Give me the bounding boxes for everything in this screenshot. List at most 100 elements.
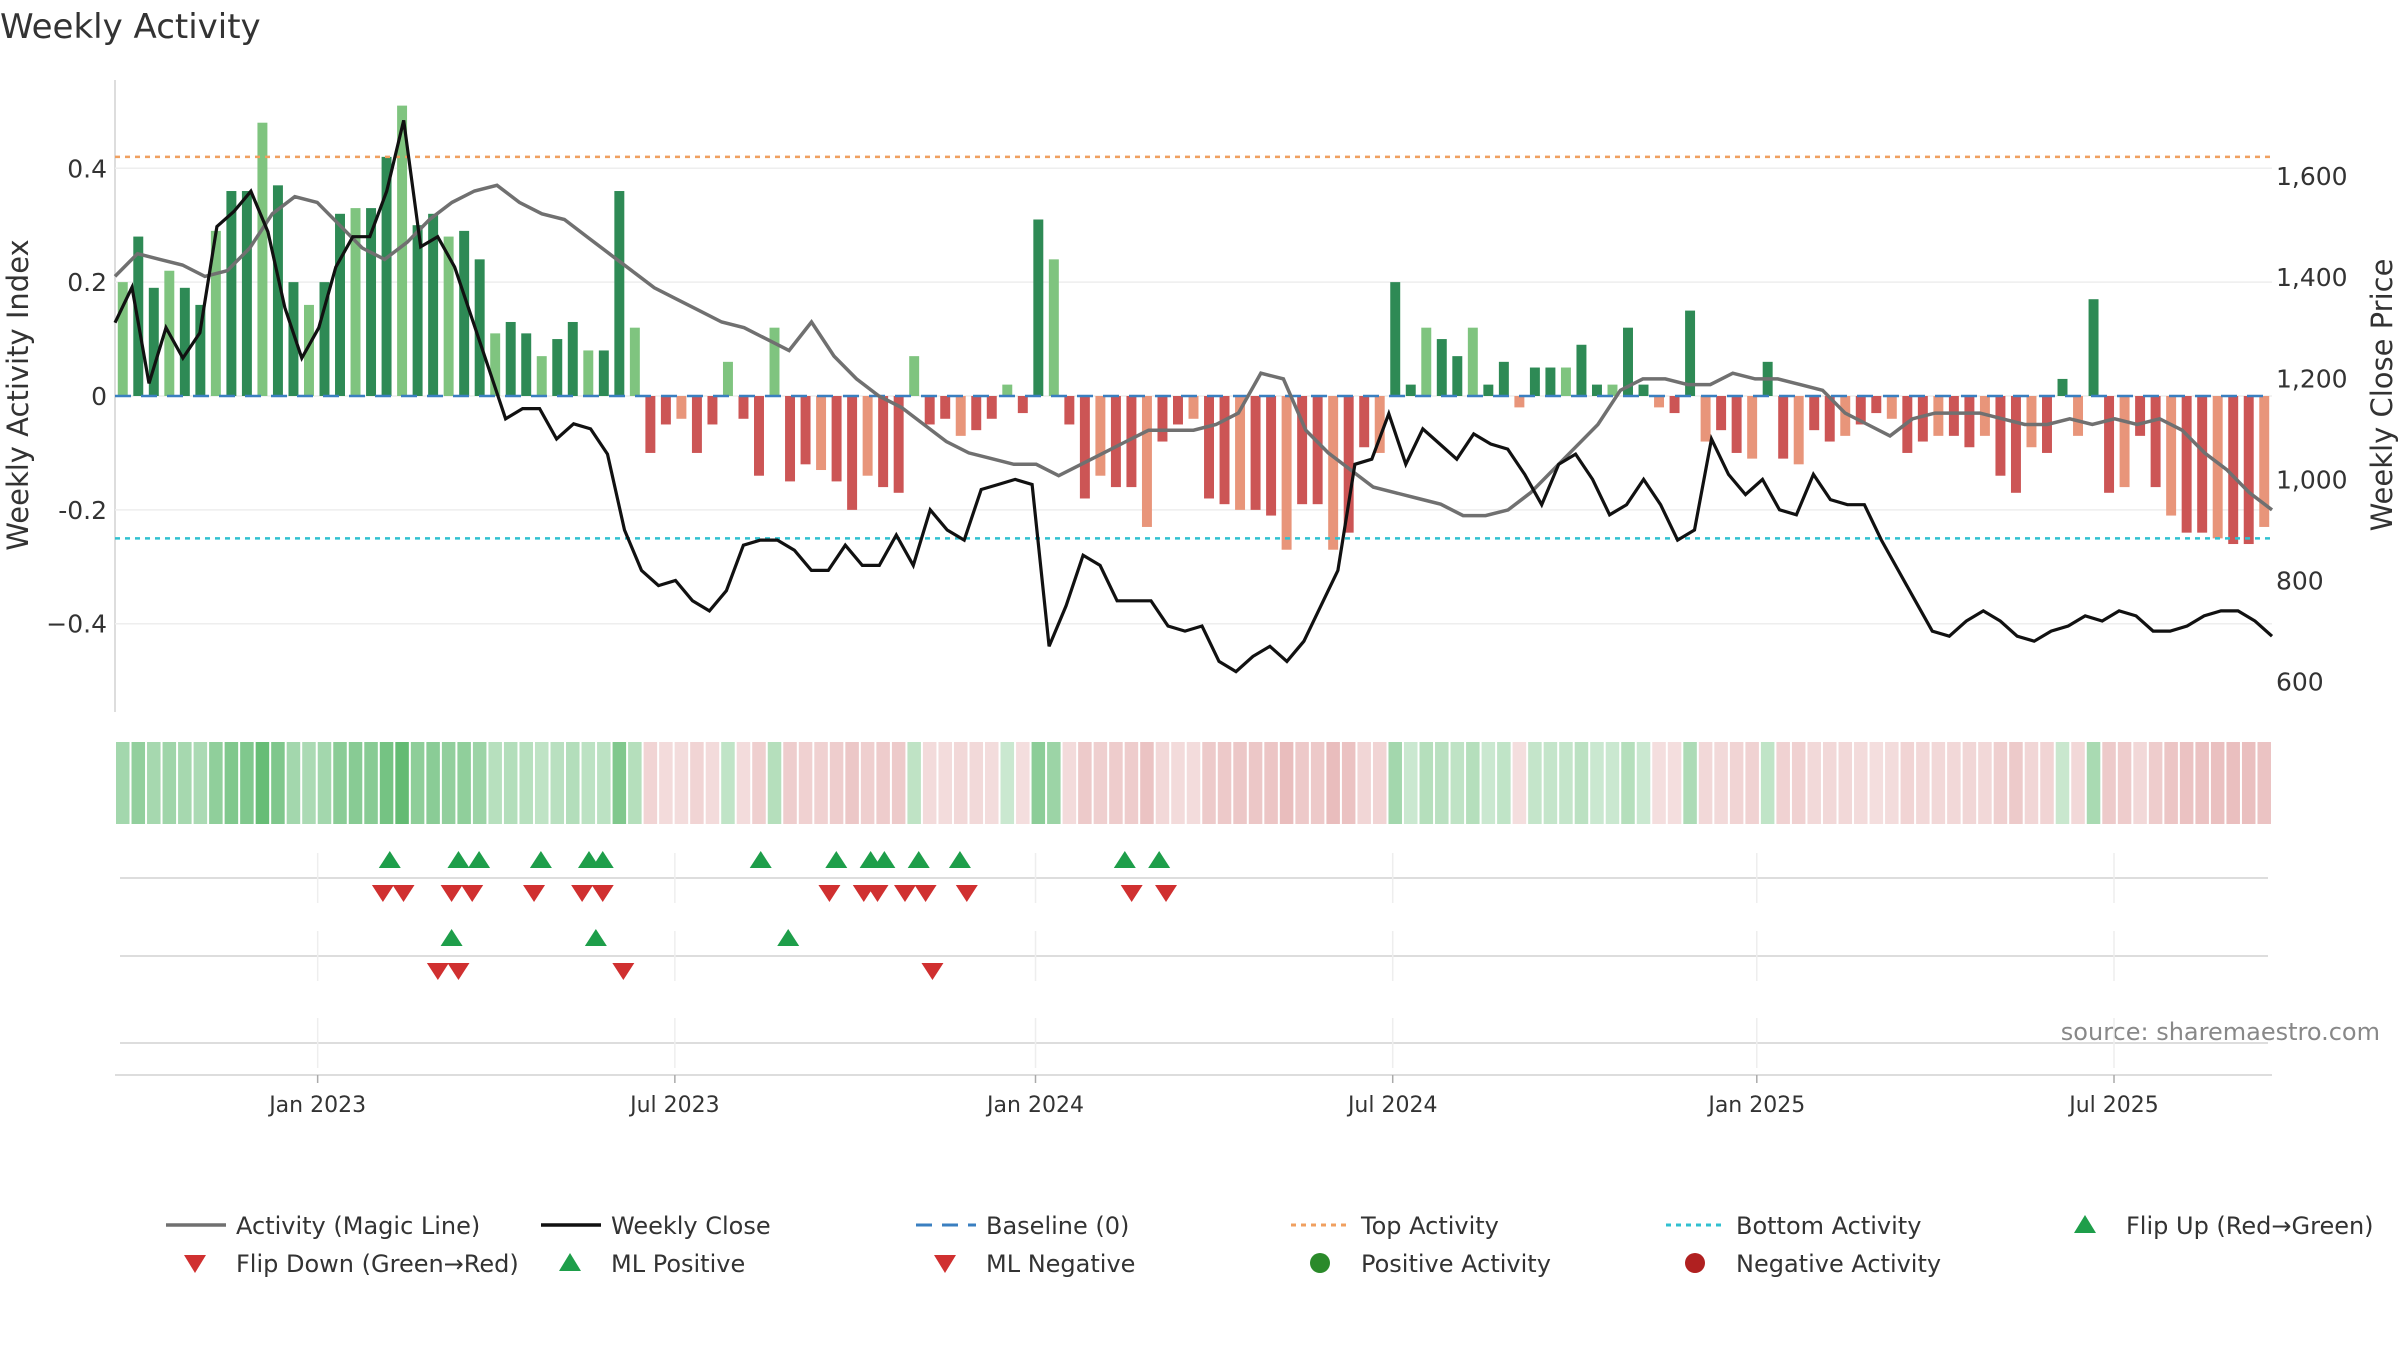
sentiment-cell — [1543, 742, 1558, 824]
sentiment-cell — [1729, 742, 1744, 824]
activity-bar — [552, 339, 563, 396]
sentiment-cell — [860, 742, 875, 824]
sentiment-cell — [116, 742, 130, 824]
sentiment-cell — [1419, 742, 1434, 824]
sentiment-cell — [1031, 742, 1046, 824]
activity-bar — [2181, 396, 2192, 533]
activity-bar — [1064, 396, 1075, 425]
flip-up-marker — [468, 851, 491, 868]
activity-bar — [1436, 339, 1447, 396]
y-tick-label: 0.2 — [67, 268, 107, 297]
x-tick-label: Jul 2025 — [2067, 1093, 2159, 1118]
activity-bar — [722, 361, 733, 396]
activity-bar — [1514, 396, 1525, 408]
activity-bar — [1328, 396, 1339, 550]
sentiment-cell — [519, 742, 533, 824]
legend-symbol — [1685, 1253, 1705, 1273]
sentiment-cell — [736, 742, 751, 824]
activity-bar — [1778, 396, 1789, 459]
activity-bar — [583, 350, 594, 396]
sentiment-cell — [938, 742, 952, 824]
sentiment-cell — [705, 742, 720, 824]
activity-bar — [691, 396, 702, 453]
sentiment-cell — [1109, 742, 1123, 824]
activity-bar — [1623, 327, 1633, 396]
flip-up-marker — [591, 851, 614, 868]
legend-label: Activity (Magic Line) — [236, 1212, 480, 1240]
ml-up-marker — [777, 929, 800, 946]
activity-bar — [1638, 384, 1649, 396]
sentiment-cell — [441, 742, 456, 824]
sentiment-cell — [1667, 742, 1682, 824]
sentiment-cell — [488, 742, 502, 824]
sentiment-cell — [597, 742, 611, 824]
flip-down-marker — [571, 885, 594, 902]
sentiment-cell — [2210, 742, 2225, 824]
sentiment-cell — [2055, 742, 2070, 824]
sentiment-cell — [1636, 742, 1651, 824]
sentiment-cell — [1854, 742, 1868, 824]
activity-bar — [1219, 396, 1230, 505]
sentiment-cell — [1279, 742, 1294, 824]
sentiment-cell — [348, 742, 363, 824]
activity-bar — [2026, 396, 2037, 448]
activity-bar — [1948, 396, 1959, 436]
activity-bar — [536, 356, 547, 396]
activity-bar — [986, 396, 997, 419]
activity-bar — [1467, 327, 1478, 396]
activity-bar — [971, 396, 982, 431]
y2-axis-label: Weekly Close Price — [2365, 259, 2399, 532]
sentiment-cell — [457, 742, 471, 824]
sentiment-cell — [1900, 742, 1915, 824]
sentiment-cell — [1947, 742, 1961, 824]
sentiment-cell — [1885, 742, 1899, 824]
chart-title: Weekly Activity — [0, 7, 261, 47]
activity-bar — [117, 282, 128, 396]
sentiment-cell — [1528, 742, 1542, 824]
flip-down-marker — [440, 885, 463, 902]
flip-up-marker — [1148, 851, 1171, 868]
sentiment-cell — [472, 742, 487, 824]
sentiment-cell — [2179, 742, 2194, 824]
activity-bar — [1917, 396, 1928, 442]
activity-bar — [2104, 396, 2115, 493]
flip-up-marker — [378, 851, 401, 868]
sentiment-cell — [255, 742, 270, 824]
sentiment-cell — [131, 742, 146, 824]
activity-bar — [148, 287, 159, 396]
sentiment-cell — [2024, 742, 2039, 824]
sentiment-cell — [503, 742, 518, 824]
activity-bar — [754, 396, 764, 476]
activity-bar — [1747, 396, 1758, 459]
activity-bar — [1281, 396, 1292, 550]
legend-label: Flip Up (Red→Green) — [2126, 1212, 2374, 1240]
activity-bar — [1964, 396, 1975, 448]
sentiment-cell — [2241, 742, 2256, 824]
activity-bar — [1824, 396, 1835, 442]
x-tick-label: Jan 2025 — [1706, 1093, 1805, 1118]
sentiment-cell — [193, 742, 208, 824]
activity-bar — [2228, 396, 2239, 545]
sentiment-cell — [814, 742, 828, 824]
activity-bar — [1607, 384, 1618, 396]
flip-up-marker — [447, 851, 470, 868]
flip-up-marker — [873, 851, 896, 868]
sentiment-cell — [286, 742, 301, 824]
sentiment-cell — [1264, 742, 1278, 824]
sentiment-cell — [147, 742, 161, 824]
activity-bar — [210, 230, 221, 396]
sentiment-cell — [1760, 742, 1775, 824]
sentiment-cell — [1155, 742, 1170, 824]
sentiment-cell — [798, 742, 813, 824]
flip-down-marker — [392, 885, 415, 902]
sentiment-cell — [953, 742, 968, 824]
legend-label: ML Negative — [986, 1250, 1135, 1278]
legend-label: Bottom Activity — [1736, 1212, 1921, 1240]
activity-bar — [288, 282, 299, 396]
sentiment-cell — [907, 742, 921, 824]
sentiment-cell — [1388, 742, 1402, 824]
sentiment-cell — [1993, 742, 2008, 824]
activity-bar — [179, 287, 190, 396]
sentiment-cell — [333, 742, 347, 824]
